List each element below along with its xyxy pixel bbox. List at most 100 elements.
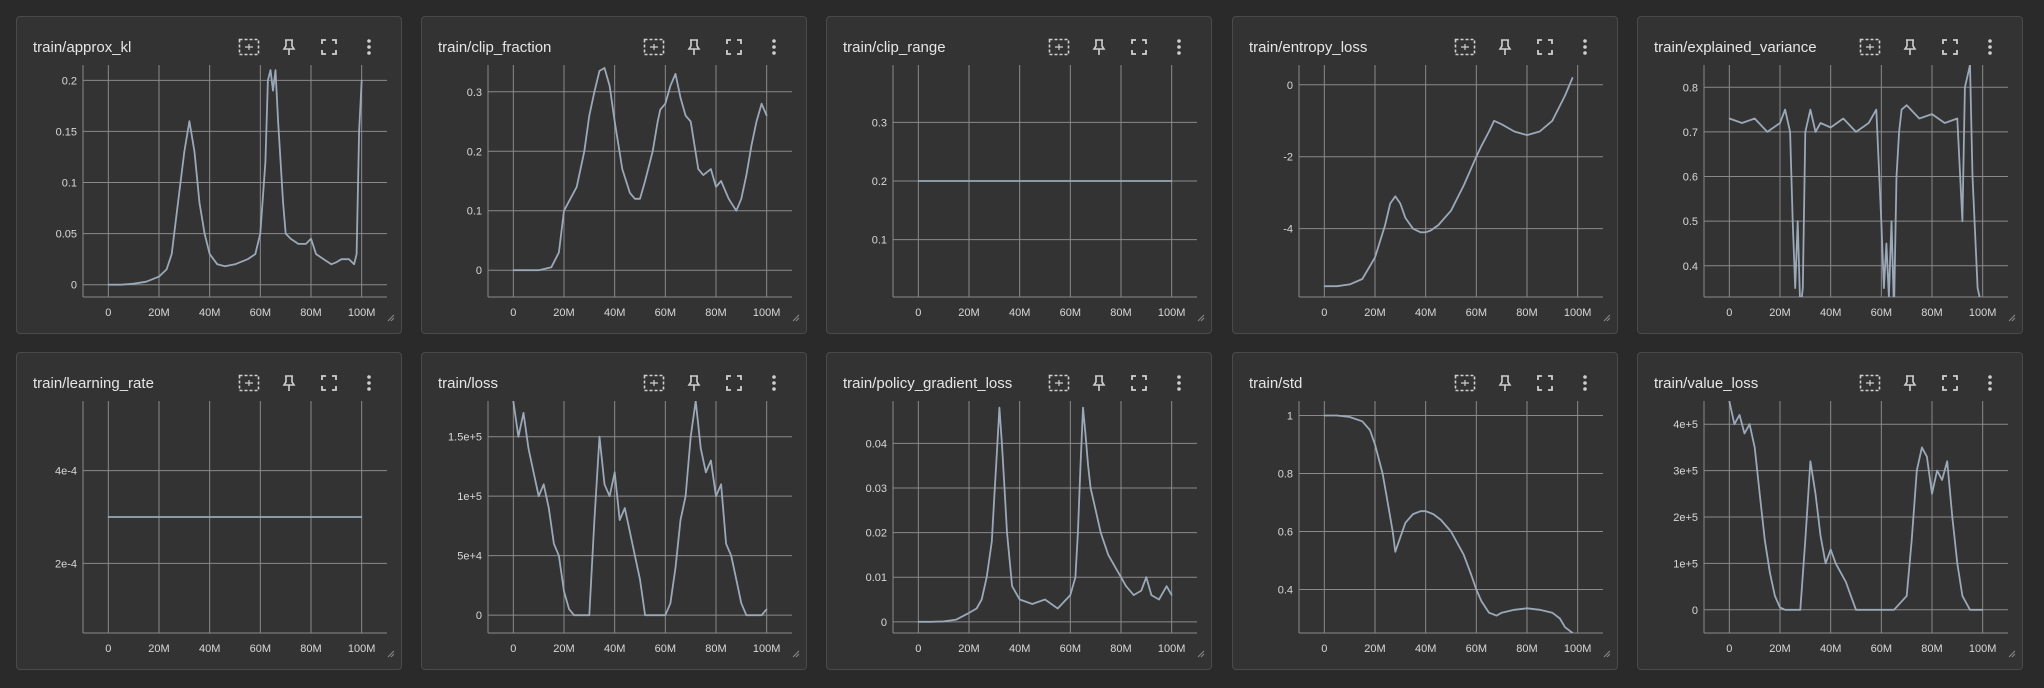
data-point bbox=[188, 120, 190, 122]
x-tick-label: 40M bbox=[604, 643, 625, 655]
resize-handle-icon[interactable] bbox=[792, 309, 800, 327]
fullscreen-icon bbox=[1131, 39, 1147, 55]
pin-button[interactable] bbox=[1485, 33, 1525, 61]
data-point bbox=[1944, 122, 1946, 124]
fit-domain-icon bbox=[1454, 374, 1476, 392]
x-tick-label: 0 bbox=[915, 643, 921, 655]
data-point bbox=[1759, 493, 1761, 495]
data-point bbox=[1931, 113, 1933, 115]
pin-button[interactable] bbox=[1890, 369, 1930, 397]
fullscreen-button[interactable] bbox=[1119, 33, 1159, 61]
data-point bbox=[685, 114, 687, 117]
resize-handle-icon[interactable] bbox=[1197, 645, 1205, 663]
x-tick-label: 40M bbox=[1009, 643, 1030, 655]
y-tick-label: 0.6 bbox=[1278, 527, 1293, 539]
pin-button[interactable] bbox=[1485, 369, 1525, 397]
more-menu-button[interactable] bbox=[349, 33, 389, 61]
pin-button[interactable] bbox=[674, 33, 714, 61]
fit-domain-button[interactable] bbox=[229, 369, 269, 397]
chart-card: train/policy_gradient_loss 0 20M 40M 60M 80M 1… bbox=[826, 352, 1212, 670]
resize-handle-icon[interactable] bbox=[1603, 645, 1611, 663]
more-menu-button[interactable] bbox=[349, 369, 389, 397]
resize-handle-icon[interactable] bbox=[792, 645, 800, 663]
data-point bbox=[1814, 131, 1817, 133]
data-point bbox=[702, 174, 704, 176]
data-point bbox=[1830, 548, 1832, 551]
data-point bbox=[644, 180, 646, 182]
data-point bbox=[1392, 530, 1394, 533]
data-point bbox=[216, 263, 218, 265]
resize-handle-icon[interactable] bbox=[1603, 309, 1611, 327]
fit-domain-button[interactable] bbox=[1850, 369, 1890, 397]
line-chart: 0 20M 40M 60M 80M 100M 2e-4 4e-4 bbox=[55, 401, 387, 655]
data-point bbox=[1921, 446, 1923, 448]
fullscreen-button[interactable] bbox=[714, 33, 754, 61]
data-point bbox=[576, 186, 578, 188]
y-tick-label: 0 bbox=[476, 610, 482, 622]
data-point bbox=[735, 578, 737, 581]
fullscreen-button[interactable] bbox=[309, 369, 349, 397]
data-point bbox=[1369, 429, 1371, 431]
fit-domain-button[interactable] bbox=[634, 369, 674, 397]
pin-button[interactable] bbox=[1890, 33, 1930, 61]
x-tick-label: 0 bbox=[1726, 307, 1732, 319]
fit-domain-button[interactable] bbox=[1039, 33, 1079, 61]
fit-domain-button[interactable] bbox=[1445, 369, 1485, 397]
fullscreen-icon bbox=[1537, 39, 1553, 55]
pin-button[interactable] bbox=[1079, 33, 1119, 61]
fullscreen-button[interactable] bbox=[309, 33, 349, 61]
data-point bbox=[1488, 130, 1490, 133]
fullscreen-icon bbox=[726, 375, 742, 391]
data-point bbox=[1951, 516, 1953, 518]
pin-button[interactable] bbox=[1079, 369, 1119, 397]
data-point bbox=[1361, 278, 1363, 280]
data-point bbox=[1868, 122, 1870, 124]
fit-domain-button[interactable] bbox=[1850, 33, 1890, 61]
more-menu-button[interactable] bbox=[754, 369, 794, 397]
more-menu-button[interactable] bbox=[1970, 33, 2010, 61]
data-point bbox=[264, 161, 266, 163]
x-tick-label: 20M bbox=[553, 307, 574, 319]
fullscreen-button[interactable] bbox=[714, 369, 754, 397]
data-point bbox=[685, 495, 687, 497]
more-menu-button[interactable] bbox=[1159, 33, 1199, 61]
data-point bbox=[171, 253, 173, 255]
resize-handle-icon[interactable] bbox=[1197, 309, 1205, 327]
x-tick-label: 80M bbox=[705, 307, 726, 319]
card-actions bbox=[229, 369, 389, 397]
resize-handle-icon[interactable] bbox=[387, 645, 395, 663]
pin-button[interactable] bbox=[269, 369, 309, 397]
data-point bbox=[1888, 296, 1890, 297]
data-point bbox=[1961, 220, 1963, 222]
more-menu-button[interactable] bbox=[754, 33, 794, 61]
more-menu-button[interactable] bbox=[1159, 369, 1199, 397]
fit-domain-button[interactable] bbox=[229, 33, 269, 61]
x-tick-label: 0 bbox=[1321, 307, 1327, 319]
more-menu-button[interactable] bbox=[1565, 33, 1605, 61]
more-menu-button[interactable] bbox=[1970, 369, 2010, 397]
fit-domain-icon bbox=[1859, 38, 1881, 56]
fit-domain-button[interactable] bbox=[1039, 369, 1079, 397]
pin-button[interactable] bbox=[269, 33, 309, 61]
fit-domain-button[interactable] bbox=[634, 33, 674, 61]
resize-handle-icon[interactable] bbox=[2008, 645, 2016, 663]
more-menu-button[interactable] bbox=[1565, 369, 1605, 397]
resize-handle-icon[interactable] bbox=[2008, 309, 2016, 327]
data-point bbox=[538, 495, 540, 497]
fullscreen-button[interactable] bbox=[1930, 369, 1970, 397]
data-point bbox=[1741, 122, 1743, 124]
pin-button[interactable] bbox=[674, 369, 714, 397]
x-tick-label: 60M bbox=[250, 643, 271, 655]
data-point bbox=[766, 114, 768, 117]
fullscreen-button[interactable] bbox=[1525, 33, 1565, 61]
fullscreen-button[interactable] bbox=[1930, 33, 1970, 61]
data-point bbox=[1819, 122, 1822, 124]
data-point bbox=[917, 180, 919, 182]
data-point bbox=[1728, 401, 1730, 402]
chart-card: train/std 0 20M 40M 60M 80M 100M 0.4 0.6 0.8 1 bbox=[1232, 352, 1618, 670]
y-tick-label: 0.3 bbox=[872, 117, 887, 129]
fullscreen-button[interactable] bbox=[1119, 369, 1159, 397]
fullscreen-button[interactable] bbox=[1525, 369, 1565, 397]
resize-handle-icon[interactable] bbox=[387, 309, 395, 327]
fit-domain-button[interactable] bbox=[1445, 33, 1485, 61]
